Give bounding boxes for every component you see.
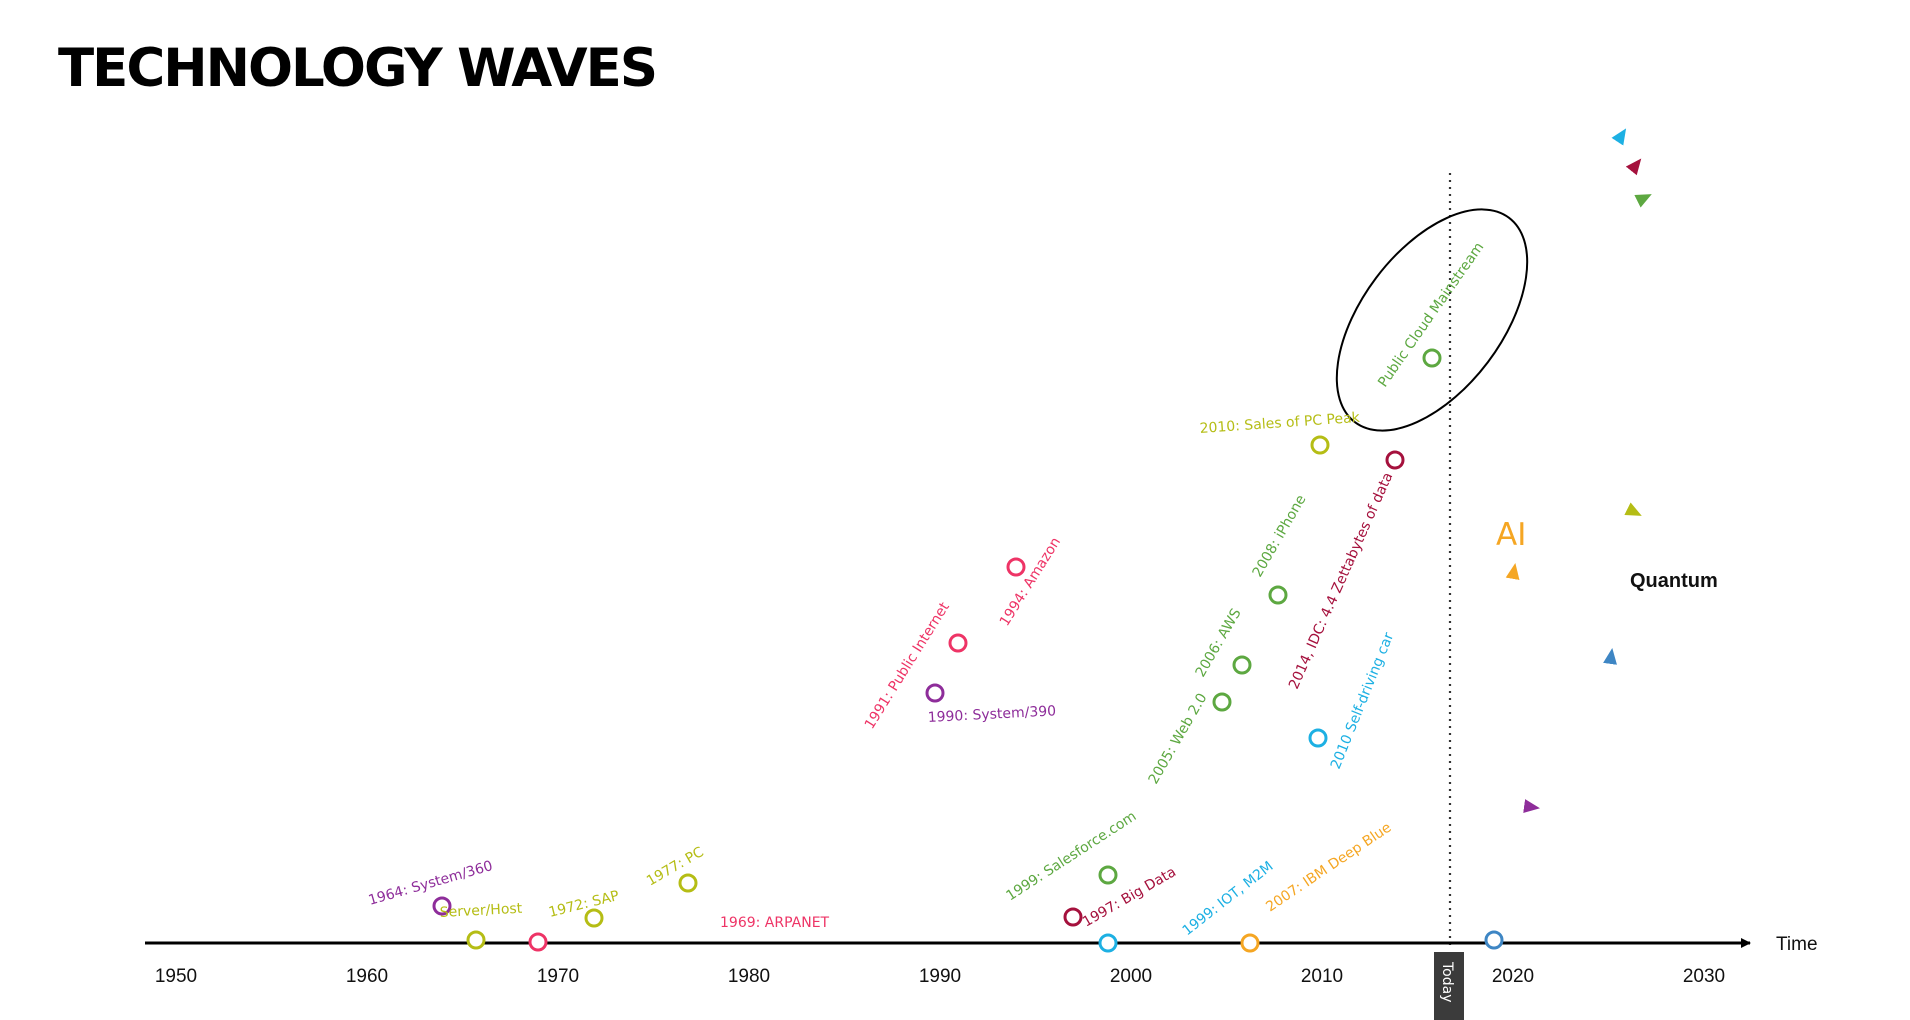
quantum-wave-name: Quantum (1630, 570, 1718, 592)
mainframe-event-label: 1990: System/390 (927, 703, 1056, 726)
axis-tick-label: 2010 (1301, 966, 1343, 987)
cloud-event-marker (1232, 655, 1252, 675)
bigdata-event-label: 1997: Big Data (1080, 864, 1179, 930)
axis-tick-labels: 1950 1960 1970 1980 1990 2000 2010 2020 2030 (155, 966, 1725, 987)
pc-event-marker (584, 908, 604, 928)
ai-event-label: 2007: IBM Deep Blue (1263, 820, 1394, 916)
internet-event-marker (528, 932, 548, 952)
mainframe-event-label: 1964: System/360 (367, 858, 495, 909)
mainframe-event-marker (432, 896, 452, 916)
mainframe-wave-curve (1523, 799, 1540, 814)
axis-tick-label: 1990 (919, 966, 961, 987)
pc-event-marker (678, 873, 698, 893)
today-label: Today (1439, 961, 1455, 1003)
bigdata-event-marker (1385, 450, 1405, 470)
cloud-event-label: 2008: iPhone (1250, 492, 1310, 580)
cloud-event-label: 1999: Salesforce.com (1003, 808, 1139, 904)
internet-wave-curve (145, 397, 1410, 942)
iot-event-marker (1098, 933, 1118, 953)
pc-event-label: Server/Host (439, 901, 523, 921)
cloud-event-marker (1098, 865, 1118, 885)
iot-event-marker (1308, 728, 1328, 748)
quantum-start-marker (1484, 930, 1504, 950)
quantum-wave-curve (1603, 648, 1617, 665)
pc-event-marker (466, 930, 486, 950)
axis-tick-label: 1970 (537, 966, 579, 987)
event-labels: 1964: System/360 1990: System/390 Server/H… (367, 240, 1488, 940)
axis-tick-label: 1980 (728, 966, 770, 987)
axis-tick-label: 1960 (346, 966, 388, 987)
axis-tick-label: 2030 (1683, 966, 1725, 987)
cloud-event-label: 2005: Web 2.0 (1146, 691, 1211, 787)
mainframe-event-marker (925, 683, 945, 703)
ai-wave-name: AI (1496, 517, 1526, 553)
cloud-highlight-ellipse (1335, 208, 1529, 432)
ai-event-marker (1240, 933, 1260, 953)
pc-event-label: 2010: Sales of PC Peak (1199, 410, 1361, 437)
axis-tick-label: 2020 (1492, 966, 1534, 987)
iot-event-label: 2010 Self-driving car (1328, 630, 1397, 771)
pc-event-marker (1310, 435, 1330, 455)
internet-event-marker (948, 633, 968, 653)
internet-event-marker (1006, 557, 1026, 577)
axis-tick-label: 1950 (155, 966, 197, 987)
cloud-event-label: Public Cloud Mainstream (1375, 240, 1487, 391)
cloud-event-marker (1422, 348, 1442, 368)
page-title: TECHNOLOGY WAVES (58, 38, 658, 99)
cloud-event-marker (1212, 692, 1232, 712)
axis-label: Time (1776, 934, 1818, 955)
pc-event-label: 1972: SAP (547, 888, 621, 921)
internet-event-label: 1994: Amazon (997, 535, 1064, 629)
today-marker: Today (1434, 173, 1464, 1020)
internet-event-label: 1969: ARPANET (720, 915, 830, 931)
axis-tick-label: 2000 (1110, 966, 1152, 987)
cloud-event-marker (1268, 585, 1288, 605)
event-markers (432, 348, 1504, 953)
bigdata-event-marker (1063, 907, 1083, 927)
iot-event-label: 1999: IOT, M2M (1180, 859, 1277, 940)
